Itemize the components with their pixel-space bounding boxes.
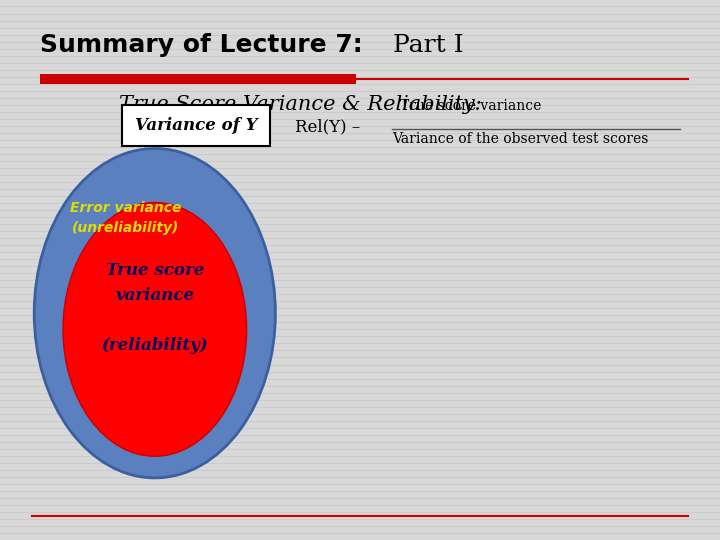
FancyBboxPatch shape	[122, 105, 270, 146]
Text: True score variance: True score variance	[400, 99, 541, 113]
Text: True Score Variance & Reliability:: True Score Variance & Reliability:	[119, 94, 482, 113]
Bar	[40, 74, 356, 84]
Text: Error variance: Error variance	[71, 201, 181, 215]
Text: Variance of Y: Variance of Y	[135, 117, 258, 134]
Ellipse shape	[63, 202, 246, 456]
Text: Part I: Part I	[385, 33, 464, 57]
Text: Rel(Y) –: Rel(Y) –	[295, 118, 361, 136]
Text: (unreliability): (unreliability)	[72, 221, 180, 235]
Ellipse shape	[35, 148, 276, 478]
Text: Variance of the observed test scores: Variance of the observed test scores	[392, 132, 649, 146]
Text: Summary of Lecture 7:: Summary of Lecture 7:	[40, 33, 362, 57]
Text: True score
variance

(reliability): True score variance (reliability)	[102, 262, 208, 354]
